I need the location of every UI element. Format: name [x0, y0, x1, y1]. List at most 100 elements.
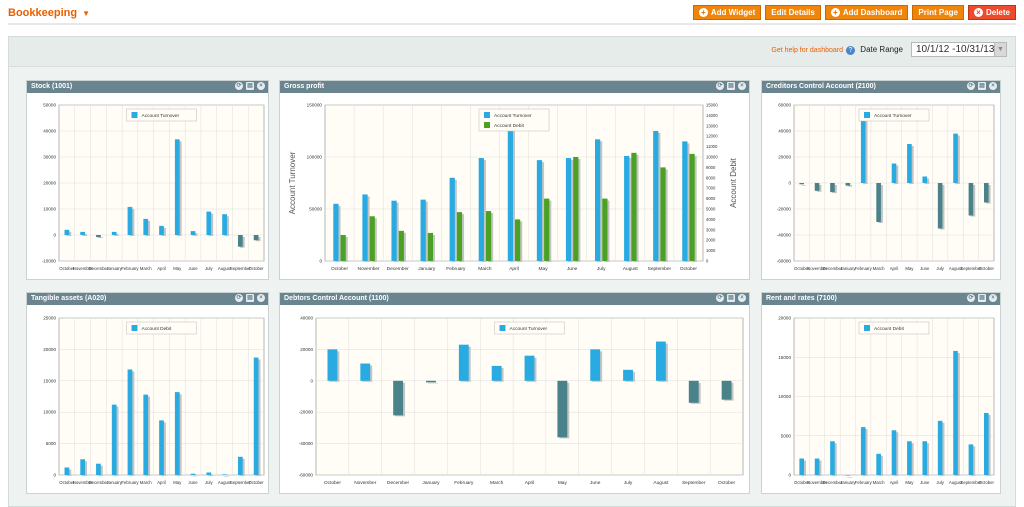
print-icon[interactable]: ▤ — [978, 294, 986, 302]
bar — [174, 139, 180, 235]
bar-negative — [814, 183, 820, 191]
widget-header[interactable]: Creditors Control Account (2100) ⟳ ▤ × — [762, 81, 1000, 93]
print-icon[interactable]: ▤ — [727, 82, 735, 90]
widget-title: Rent and rates (7100) — [766, 295, 837, 302]
x-tick-label: September — [230, 266, 252, 271]
refresh-icon[interactable]: ⟳ — [235, 82, 243, 90]
bar — [253, 357, 259, 475]
legend-label: Account Debit — [874, 326, 905, 332]
add-dashboard-button[interactable]: + Add Dashboard — [824, 5, 909, 20]
date-range-value: 10/1/12 -10/31/13 — [916, 44, 995, 55]
refresh-icon[interactable]: ⟳ — [967, 82, 975, 90]
x-tick-label: June — [567, 266, 578, 272]
bar-debit — [660, 167, 666, 261]
bar-negative — [426, 380, 436, 383]
print-icon[interactable]: ▤ — [978, 82, 986, 90]
refresh-icon[interactable]: ⟳ — [716, 294, 724, 302]
widget-header[interactable]: Rent and rates (7100) ⟳ ▤ × — [762, 293, 1000, 305]
y-tick-label: 5000 — [46, 441, 57, 446]
close-icon[interactable]: × — [738, 294, 746, 302]
legend-swatch — [131, 325, 138, 331]
bar-debit — [340, 235, 346, 261]
bar — [907, 144, 912, 183]
bar — [222, 474, 227, 475]
x-tick-label: December — [823, 266, 843, 271]
y2-tick-label: 13000 — [706, 123, 718, 128]
delete-button[interactable]: × Delete — [967, 5, 1016, 20]
bar-shadow — [847, 477, 853, 478]
widget-header[interactable]: Stock (1001) ⟳ ▤ × — [27, 81, 268, 93]
bar — [80, 459, 86, 475]
bar — [799, 458, 804, 475]
bar — [143, 394, 149, 475]
y2-tick-label: 9000 — [706, 165, 716, 170]
edit-details-button[interactable]: Edit Details — [765, 5, 821, 20]
close-icon[interactable]: × — [257, 82, 265, 90]
x-tick-label: September — [960, 266, 982, 271]
close-icon[interactable]: × — [738, 82, 746, 90]
x-tick-label: October — [979, 480, 995, 485]
bar — [222, 214, 227, 235]
bar — [655, 341, 666, 381]
bar-negative — [876, 183, 881, 222]
print-icon[interactable]: ▤ — [246, 82, 254, 90]
widget-header[interactable]: Debtors Control Account (1100) ⟳ ▤ × — [280, 293, 749, 305]
bar — [623, 369, 633, 381]
widget-creditors: Creditors Control Account (2100) ⟳ ▤ × -60… — [761, 80, 1001, 280]
x-tick-label: April — [509, 266, 519, 272]
refresh-icon[interactable]: ⟳ — [967, 294, 975, 302]
print-page-button[interactable]: Print Page — [912, 5, 964, 20]
y-tick-label: 30000 — [43, 155, 56, 160]
x-tick-label: August — [218, 266, 232, 271]
add-widget-button[interactable]: + Add Widget — [692, 5, 762, 20]
print-icon[interactable]: ▤ — [246, 294, 254, 302]
refresh-icon[interactable]: ⟳ — [716, 82, 724, 90]
close-icon[interactable]: × — [989, 294, 997, 302]
bar — [127, 206, 133, 235]
bar-negative — [96, 235, 101, 238]
legend-label: Account Turnover — [510, 326, 548, 332]
divider — [8, 23, 1016, 25]
dashboard-title-dropdown[interactable]: Bookkeeping ▼ — [8, 7, 90, 19]
y-tick-label: 25000 — [43, 316, 56, 321]
bar — [814, 458, 820, 475]
y2-tick-label: 10000 — [706, 155, 718, 160]
y2-tick-label: 8000 — [706, 175, 716, 180]
bar — [491, 365, 502, 381]
chevron-down-icon[interactable]: ▼ — [994, 43, 1006, 56]
bar — [190, 231, 196, 235]
bar-negative — [830, 183, 835, 193]
help-link[interactable]: Get help for dashboard? — [771, 46, 855, 55]
bar-negative — [721, 380, 732, 400]
x-tick-label: October — [59, 480, 75, 485]
bar-debit — [369, 216, 375, 261]
bar-negative — [253, 235, 259, 241]
x-tick-label: January — [422, 480, 440, 486]
top-bar: Bookkeeping ▼ + Add Widget Edit Details + A… — [0, 0, 1024, 28]
y-tick-label: -20000 — [777, 207, 792, 212]
bar — [860, 427, 866, 475]
close-icon[interactable]: × — [257, 294, 265, 302]
close-icon[interactable]: × — [989, 82, 997, 90]
dashboard-header: Get help for dashboard? Date Range 10/1/… — [9, 37, 1015, 67]
y2-tick-label: 11000 — [706, 144, 718, 149]
refresh-icon[interactable]: ⟳ — [235, 294, 243, 302]
print-icon[interactable]: ▤ — [727, 294, 735, 302]
y-tick-label: -10000 — [42, 259, 57, 264]
bar — [860, 115, 866, 183]
x-tick-label: March — [490, 480, 504, 486]
bar-debit — [398, 230, 404, 261]
bar-debit — [515, 219, 521, 261]
x-tick-label: October — [794, 480, 810, 485]
x-tick-label: January — [840, 266, 856, 271]
bar-negative — [237, 235, 243, 247]
widget-header[interactable]: Gross profit ⟳ ▤ × — [280, 81, 749, 93]
widget-header[interactable]: Tangible assets (A020) ⟳ ▤ × — [27, 293, 268, 305]
bar — [891, 430, 897, 475]
y-tick-label: 40000 — [43, 129, 56, 134]
print-page-label: Print Page — [918, 8, 958, 17]
date-range-select[interactable]: 10/1/12 -10/31/13 ▼ — [911, 42, 1007, 57]
y-tick-label: 0 — [788, 473, 791, 478]
bar-turnover — [536, 160, 543, 261]
bar — [984, 412, 989, 475]
